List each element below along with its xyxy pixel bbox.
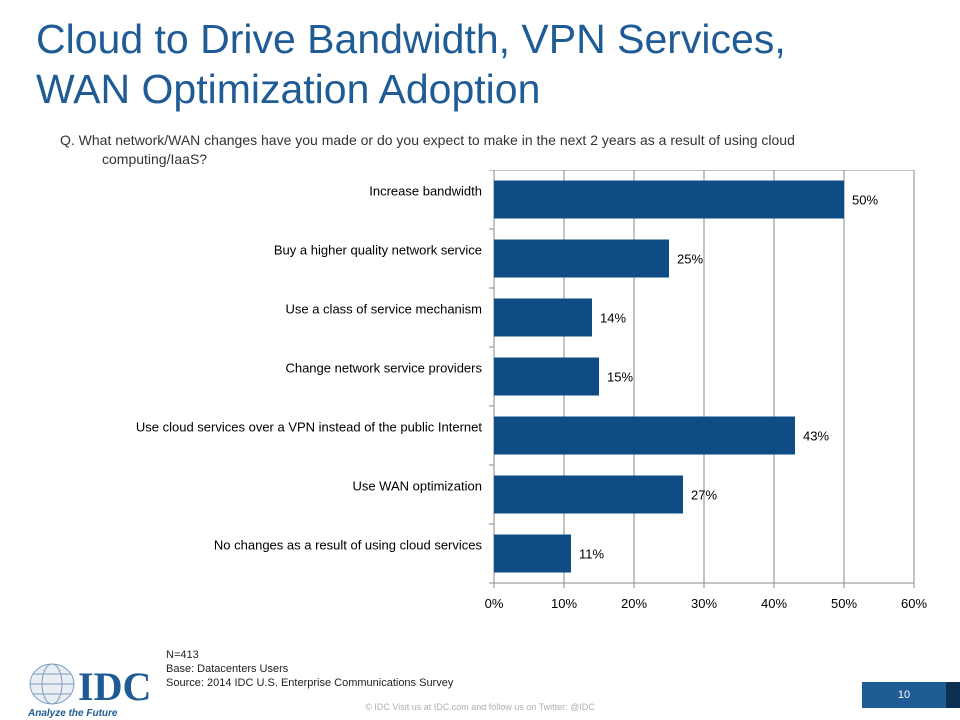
globe-icon [29, 663, 75, 705]
bar-chart: 0% 10% 20% 30% 40% 50% 60% Increase bandwidth 50… [136, 170, 927, 611]
category-label: No changes as a result of using cloud se… [214, 538, 483, 553]
survey-question-line-1: Q. What network/WAN changes have you mad… [60, 132, 795, 148]
data-label: 27% [691, 488, 717, 503]
bar [494, 534, 571, 573]
survey-question-line-2: computing/IaaS? [102, 151, 208, 167]
data-label: 11% [579, 547, 604, 562]
category-label: Change network service providers [285, 361, 482, 376]
survey-question: Q. What network/WAN changes have you mad… [60, 131, 920, 169]
idc-logo: IDC Analyze the Future [28, 663, 151, 718]
logo-tagline: Analyze the Future [28, 708, 118, 718]
data-label: 14% [600, 311, 626, 326]
sample-size: N=413 [166, 649, 199, 661]
x-tick-label: 10% [551, 596, 577, 611]
data-label: 43% [803, 429, 829, 444]
slide-title-line-2: WAN Optimization Adoption [36, 66, 541, 112]
source-note: Source: 2014 IDC U.S. Enterprise Communi… [166, 677, 454, 689]
bar [494, 475, 683, 514]
base-note: Base: Datacenters Users [166, 663, 289, 675]
category-label: Use a class of service mechanism [285, 302, 482, 317]
bar [494, 416, 795, 455]
slide-title-line-1: Cloud to Drive Bandwidth, VPN Services, [36, 16, 786, 62]
bar [494, 298, 592, 337]
category-label: Use cloud services over a VPN instead of… [136, 420, 483, 435]
slide-title: Cloud to Drive Bandwidth, VPN Services, … [36, 14, 936, 114]
data-label: 15% [607, 370, 633, 385]
data-label: 25% [677, 252, 703, 267]
logo-text: IDC [78, 664, 151, 709]
page-number-accent [946, 682, 960, 708]
category-label: Buy a higher quality network service [274, 243, 482, 258]
x-tick-label: 20% [621, 596, 647, 611]
x-tick-label: 0% [485, 596, 504, 611]
x-tick-label: 60% [901, 596, 927, 611]
x-tick-label: 30% [691, 596, 717, 611]
x-tick-label: 40% [761, 596, 787, 611]
category-label: Use WAN optimization [352, 479, 482, 494]
bar [494, 239, 669, 278]
bar [494, 357, 599, 396]
chart-notes: N=413 Base: Datacenters Users Source: 20… [166, 648, 453, 690]
page-number: 10 [862, 682, 946, 708]
category-label: Increase bandwidth [369, 184, 482, 199]
data-label: 50% [852, 193, 878, 208]
bar [494, 180, 844, 219]
x-tick-label: 50% [831, 596, 857, 611]
footer-text: © IDC Visit us at IDC.com and follow us … [365, 702, 595, 712]
